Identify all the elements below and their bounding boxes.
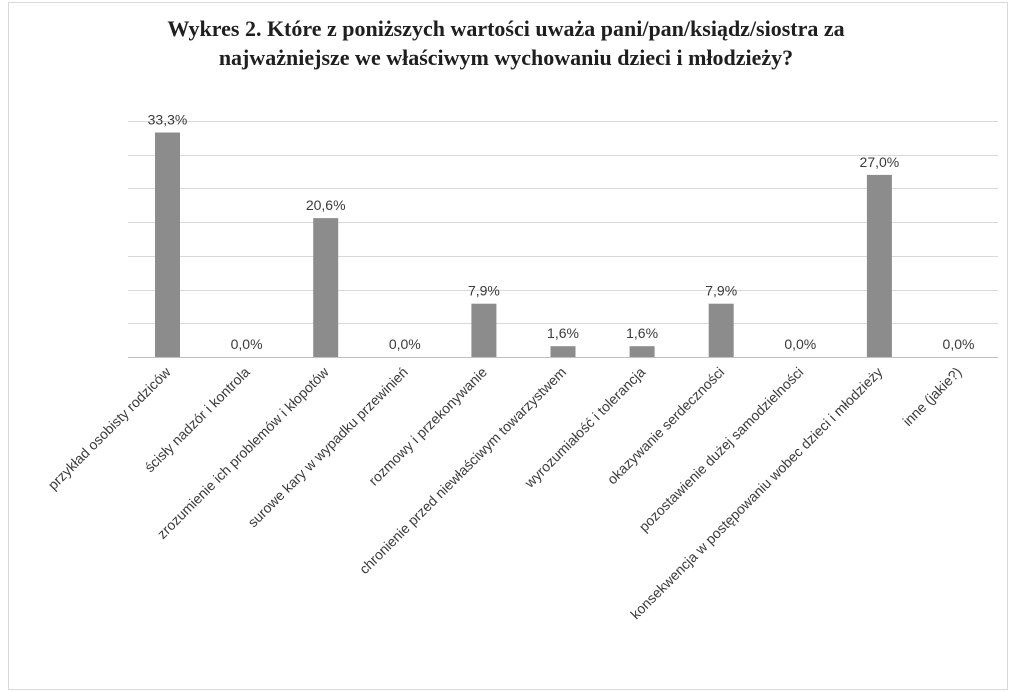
data-label: 0,0% xyxy=(389,336,421,352)
data-label: 27,0% xyxy=(860,154,900,170)
bar xyxy=(313,218,339,357)
bar xyxy=(708,303,734,357)
data-labels: 33,3% 0,0% 20,6% 0,0% 7,9% 1,6% 1,6% 7,9% 0,0% 27… xyxy=(148,112,975,353)
gridlines xyxy=(128,121,998,358)
category-label: surowe kary w wypadku przewinień xyxy=(244,364,410,530)
chart-title-line-2: najważniejsze we właściwym wychowaniu dz… xyxy=(218,45,794,70)
data-label: 7,9% xyxy=(705,283,737,299)
data-label: 20,6% xyxy=(306,197,346,213)
data-label: 0,0% xyxy=(943,336,975,352)
bar xyxy=(550,346,576,357)
bar xyxy=(629,346,655,357)
category-label: inne (jakie?) xyxy=(899,364,964,429)
data-label: 1,6% xyxy=(547,325,579,341)
category-label: pozostawienie dużej samodzielności xyxy=(636,364,807,535)
data-label: 1,6% xyxy=(626,325,658,341)
bar xyxy=(155,132,180,357)
chart-title-line-1: Wykres 2. Które z poniższych wartości uw… xyxy=(167,16,845,41)
data-label: 33,3% xyxy=(148,112,188,128)
bar xyxy=(471,303,497,357)
chart-frame xyxy=(8,2,1008,690)
bar xyxy=(866,174,892,357)
data-label: 7,9% xyxy=(468,283,500,299)
data-label: 0,0% xyxy=(231,336,263,352)
bars xyxy=(155,132,892,357)
category-label: przykład osobisty rodziców xyxy=(45,363,175,493)
chart-title: Wykres 2. Które z poniższych wartości uw… xyxy=(0,14,1012,72)
category-label: zrozumienie ich problemów i kłopotów xyxy=(154,363,333,542)
data-label: 0,0% xyxy=(784,336,816,352)
